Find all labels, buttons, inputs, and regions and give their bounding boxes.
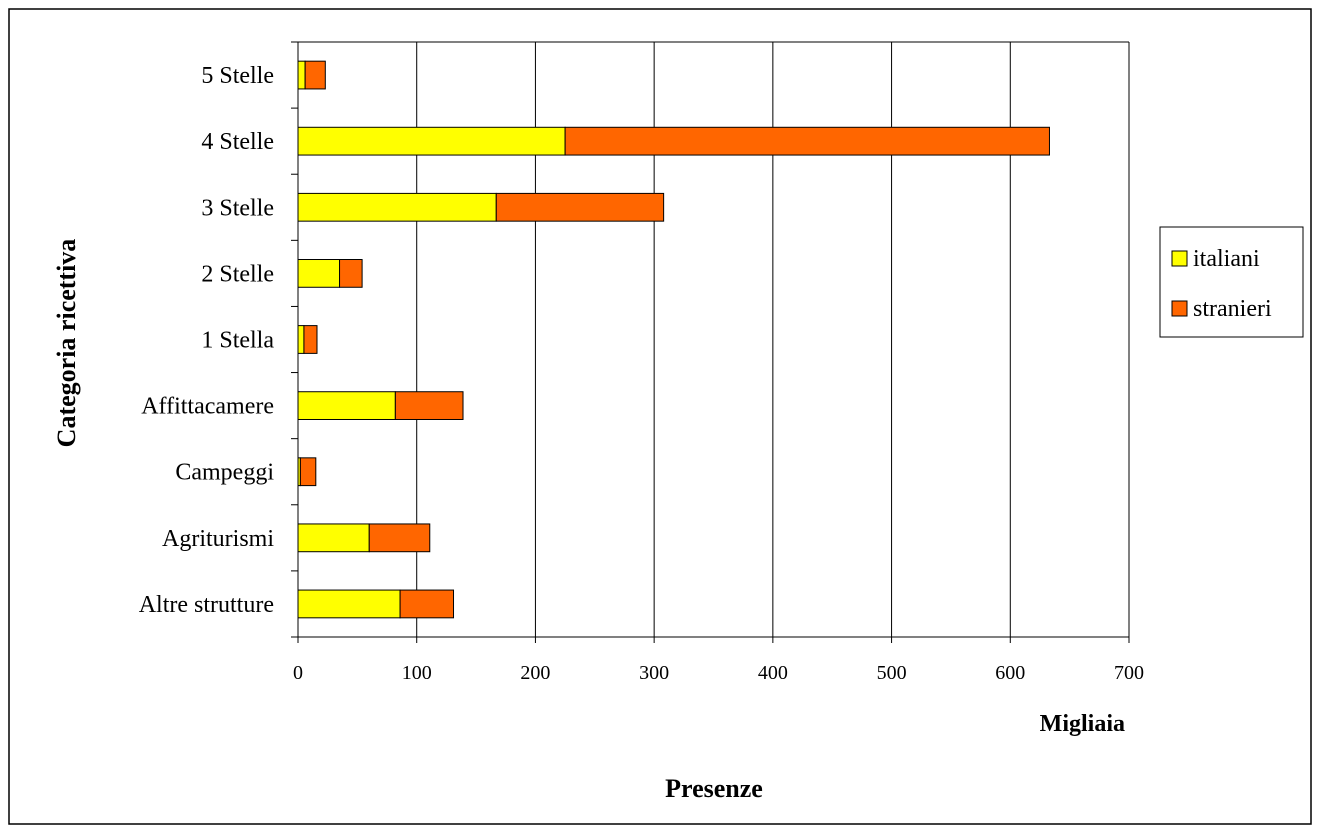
legend-swatch [1171, 250, 1188, 267]
x-axis-unit-label: Migliaia [1040, 711, 1125, 737]
x-tick-label: 100 [402, 662, 432, 684]
bar-italiani [297, 126, 566, 156]
x-tick-label: 200 [520, 662, 550, 684]
category-label: Altre strutture [139, 592, 274, 618]
category-label: Affittacamere [141, 394, 274, 420]
bar-stranieri [299, 457, 317, 487]
x-tick-label: 600 [995, 662, 1025, 684]
bar-stranieri [399, 589, 455, 619]
legend-swatch [1171, 300, 1188, 317]
bar-stranieri [394, 391, 464, 420]
category-label: 5 Stelle [201, 63, 274, 89]
bar-italiani [297, 192, 497, 222]
bar-italiani [297, 391, 396, 420]
bar-italiani [297, 589, 401, 619]
x-axis-title: Presenze [665, 774, 763, 803]
legend-label: italiani [1193, 246, 1260, 272]
legend-box [1159, 226, 1304, 338]
bar-stranieri [304, 60, 326, 90]
y-axis-title: Categoria ricettiva [52, 239, 81, 448]
axes: 0 100 200 300 400 500 600 700 5 Stelle 4 Stelle 3 … [139, 41, 1144, 684]
x-tick-label: 400 [758, 662, 788, 684]
category-label: Agriturismi [162, 526, 274, 552]
x-tick-label: 500 [877, 662, 907, 684]
bar-italiani [297, 259, 341, 288]
category-label: Campeggi [175, 460, 274, 486]
bar-italiani [297, 523, 370, 553]
bar-stranieri [495, 192, 665, 222]
category-label: 3 Stelle [201, 195, 274, 221]
legend: italiani stranieri [1159, 226, 1304, 338]
category-label: 2 Stelle [201, 261, 274, 287]
legend-label: stranieri [1193, 296, 1272, 322]
x-tick-label: 0 [293, 662, 303, 684]
x-tick-label: 300 [639, 662, 669, 684]
bars [297, 60, 1050, 619]
x-tick-label: 700 [1114, 662, 1144, 684]
bar-italiani [297, 60, 306, 90]
bar-stranieri [368, 523, 431, 553]
bar-stranieri [564, 126, 1050, 156]
bar-italiani [297, 325, 305, 354]
category-label: 4 Stelle [201, 129, 274, 155]
bar-stranieri [303, 325, 318, 354]
bar-stranieri [339, 259, 363, 288]
category-label: 1 Stella [201, 328, 274, 354]
